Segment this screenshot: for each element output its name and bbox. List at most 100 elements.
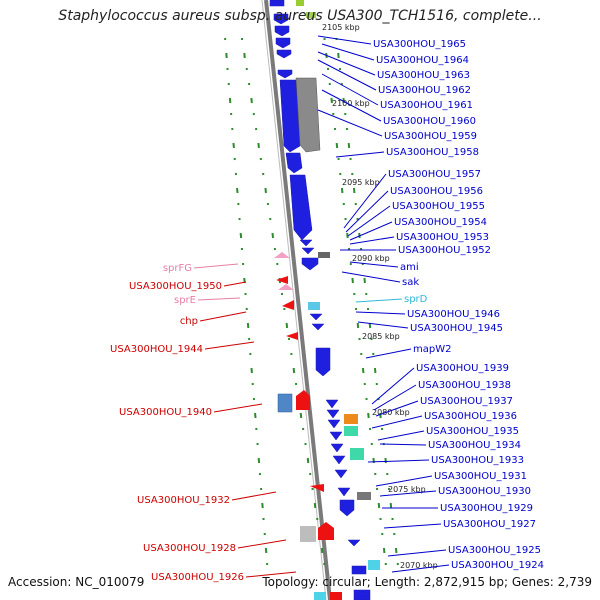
gene-label-usa300hou-1934[interactable]: USA300HOU_1934 (428, 440, 521, 451)
gene-label-usa300hou-1954[interactable]: USA300HOU_1954 (394, 217, 487, 228)
gene-feature[interactable] (337, 487, 351, 497)
gene-label-usa300hou-1936[interactable]: USA300HOU_1936 (424, 411, 517, 422)
gene-feature[interactable] (330, 443, 344, 453)
gene-label-usa300hou-1929[interactable]: USA300HOU_1929 (440, 503, 533, 514)
gene-feature[interactable] (353, 589, 371, 600)
gene-feature[interactable] (301, 257, 319, 271)
gene-label-usa300hou-1935[interactable]: USA300HOU_1935 (426, 426, 519, 437)
gene-feature[interactable] (306, 12, 316, 18)
gene-label-usa300hou-1939[interactable]: USA300HOU_1939 (416, 363, 509, 374)
gene-feature[interactable] (325, 399, 339, 409)
gene-label-usa300hou-1933[interactable]: USA300HOU_1933 (431, 455, 524, 466)
gene-label-usa300hou-1937[interactable]: USA300HOU_1937 (420, 396, 513, 407)
gene-feature[interactable] (301, 247, 315, 255)
gene-feature[interactable] (334, 469, 348, 479)
gene-label-ami[interactable]: ami (400, 262, 419, 273)
gene-label-usa300hou-1932[interactable]: USA300HOU_1932 (137, 495, 230, 506)
gene-label-mapw2[interactable]: mapW2 (413, 344, 451, 355)
gene-label-spre[interactable]: sprE (174, 295, 196, 306)
gene-feature[interactable] (357, 492, 371, 500)
gene-label-usa300hou-1964[interactable]: USA300HOU_1964 (376, 55, 469, 66)
leader-line (349, 261, 399, 268)
gene-feature[interactable] (350, 448, 364, 460)
gene-label-usa300hou-1955[interactable]: USA300HOU_1955 (392, 201, 485, 212)
gene-feature[interactable] (327, 419, 341, 429)
gene-label-usa300hou-1924[interactable]: USA300HOU_1924 (451, 560, 544, 571)
gene-feature[interactable] (285, 152, 303, 174)
gene-feature[interactable] (368, 560, 380, 570)
gene-feature[interactable] (274, 252, 290, 258)
gene-feature[interactable] (286, 332, 298, 340)
scale-tick-label: 2095 kbp (342, 178, 380, 187)
gene-label-usa300hou-1961[interactable]: USA300HOU_1961 (380, 100, 473, 111)
gene-label-usa300hou-1953[interactable]: USA300HOU_1953 (396, 232, 489, 243)
gene-label-usa300hou-1928[interactable]: USA300HOU_1928 (143, 543, 236, 554)
grey-features (295, 0, 371, 542)
gene-feature[interactable] (326, 409, 340, 419)
gene-feature[interactable] (275, 37, 291, 49)
gene-label-usa300hou-1957[interactable]: USA300HOU_1957 (388, 169, 481, 180)
gene-feature[interactable] (296, 390, 310, 410)
gene-feature[interactable] (296, 0, 304, 6)
gene-label-sprfg[interactable]: sprFG (163, 263, 192, 274)
gene-label-usa300hou-1958[interactable]: USA300HOU_1958 (386, 147, 479, 158)
gene-label-usa300hou-1930[interactable]: USA300HOU_1930 (438, 486, 531, 497)
gene-feature[interactable] (282, 300, 294, 310)
genome-backbone (264, 0, 332, 600)
gene-label-usa300hou-1944[interactable]: USA300HOU_1944 (110, 344, 203, 355)
gene-label-usa300hou-1959[interactable]: USA300HOU_1959 (384, 131, 477, 142)
gene-label-usa300hou-1940[interactable]: USA300HOU_1940 (119, 407, 212, 418)
gene-label-usa300hou-1960[interactable]: USA300HOU_1960 (383, 116, 476, 127)
gene-label-sak[interactable]: sak (402, 277, 419, 288)
gene-feature[interactable] (276, 276, 288, 284)
gene-feature[interactable] (269, 0, 285, 7)
gene-label-usa300hou-1962[interactable]: USA300HOU_1962 (378, 85, 471, 96)
gene-label-usa300hou-1963[interactable]: USA300HOU_1963 (377, 70, 470, 81)
gene-feature[interactable] (314, 592, 326, 600)
gene-feature[interactable] (295, 77, 321, 153)
leader-line (371, 415, 423, 429)
gene-feature[interactable] (276, 49, 292, 59)
gene-label-usa300hou-1925[interactable]: USA300HOU_1925 (448, 545, 541, 556)
gene-feature[interactable] (278, 284, 294, 290)
gene-feature[interactable] (277, 69, 293, 79)
gene-feature[interactable] (315, 347, 331, 377)
gene-label-chp[interactable]: chp (180, 316, 198, 327)
gene-feature[interactable] (309, 313, 323, 321)
gene-feature[interactable] (300, 526, 316, 542)
gene-feature[interactable] (310, 484, 324, 492)
gene-label-usa300hou-1965[interactable]: USA300HOU_1965 (373, 39, 466, 50)
gene-feature[interactable] (299, 239, 313, 247)
gene-feature[interactable] (318, 252, 330, 258)
gene-feature[interactable] (339, 499, 355, 517)
gene-feature[interactable] (332, 455, 346, 465)
gene-feature[interactable] (308, 302, 320, 310)
gene-label-usa300hou-1956[interactable]: USA300HOU_1956 (390, 186, 483, 197)
gene-feature[interactable] (329, 431, 343, 441)
gene-label-sprd[interactable]: sprD (404, 294, 428, 305)
gene-feature[interactable] (274, 25, 290, 37)
gene-label-usa300hou-1950[interactable]: USA300HOU_1950 (129, 281, 222, 292)
gene-label-usa300hou-1938[interactable]: USA300HOU_1938 (418, 380, 511, 391)
gene-feature[interactable] (330, 592, 342, 600)
gene-feature[interactable] (344, 426, 358, 436)
gene-feature[interactable] (279, 79, 301, 153)
gene-label-usa300hou-1945[interactable]: USA300HOU_1945 (410, 323, 503, 334)
leader-line (347, 205, 391, 237)
track-dot (246, 322, 250, 329)
gene-label-usa300hou-1926[interactable]: USA300HOU_1926 (151, 572, 244, 583)
gene-label-usa300hou-1952[interactable]: USA300HOU_1952 (398, 245, 491, 256)
gene-feature[interactable] (277, 393, 293, 413)
gene-feature[interactable] (351, 565, 367, 575)
gene-feature[interactable] (311, 323, 325, 331)
gene-label-usa300hou-1931[interactable]: USA300HOU_1931 (434, 471, 527, 482)
gene-feature[interactable] (289, 174, 313, 241)
gene-label-usa300hou-1946[interactable]: USA300HOU_1946 (407, 309, 500, 320)
gene-feature[interactable] (318, 522, 334, 540)
gene-label-usa300hou-1927[interactable]: USA300HOU_1927 (443, 519, 536, 530)
gene-feature[interactable] (347, 539, 361, 547)
gene-feature[interactable] (273, 13, 289, 25)
gene-feature[interactable] (344, 414, 358, 424)
track-dot (257, 457, 261, 464)
